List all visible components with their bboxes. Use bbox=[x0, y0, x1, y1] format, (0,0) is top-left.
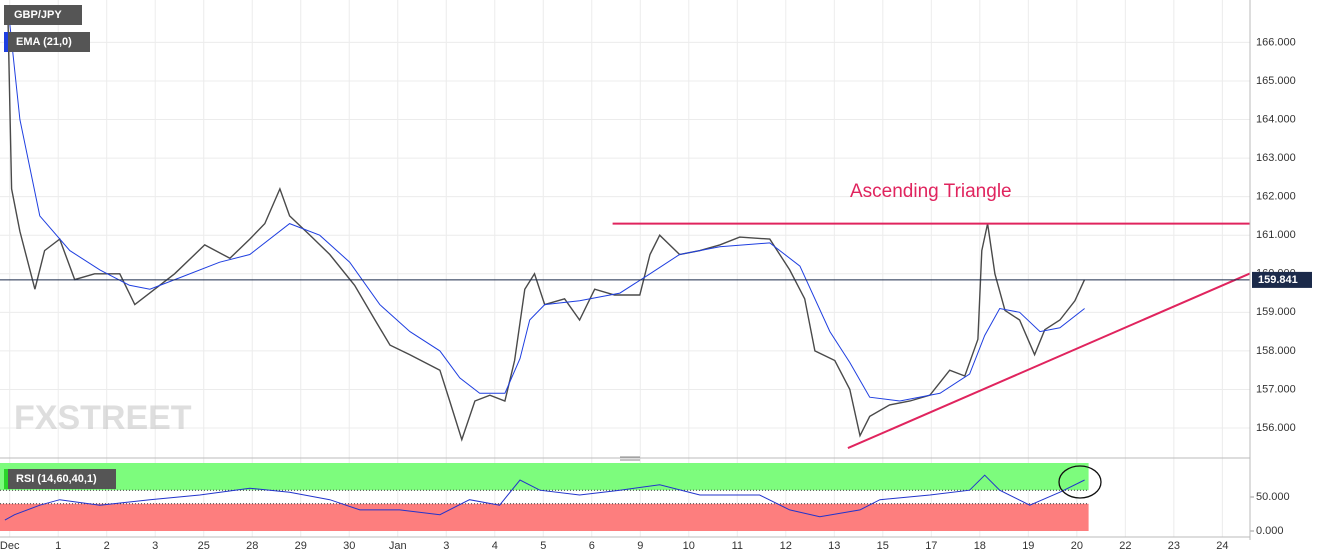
highlight-circle bbox=[1058, 465, 1102, 499]
y-tick-label: 157.000 bbox=[1256, 383, 1296, 395]
x-tick-label: 24 bbox=[1216, 540, 1228, 552]
x-tick-label: 9 bbox=[637, 540, 643, 552]
x-tick-label: 23 bbox=[1168, 540, 1180, 552]
y-tick-label: 159.000 bbox=[1256, 306, 1296, 318]
annotation: Ascending Triangle bbox=[850, 181, 1012, 202]
x-tick-label: 6 bbox=[589, 540, 595, 552]
rsi-tick-label: 50.000 bbox=[1256, 491, 1290, 503]
y-tick-label: 164.000 bbox=[1256, 113, 1296, 125]
x-tick-label: 3 bbox=[152, 540, 158, 552]
y-tick-label: 158.000 bbox=[1256, 345, 1296, 357]
trendline bbox=[847, 272, 1251, 450]
y-tick-label: 166.000 bbox=[1256, 36, 1296, 48]
current-price-box bbox=[1252, 271, 1312, 288]
x-tick-label: 17 bbox=[925, 540, 937, 552]
y-tick-label: 165.000 bbox=[1256, 75, 1296, 87]
x-tick-label: 1 bbox=[55, 540, 61, 552]
legend-ema: EMA (21,0) bbox=[16, 36, 72, 48]
x-tick-label: 4 bbox=[492, 540, 498, 552]
x-tick-label: 30 bbox=[343, 540, 355, 552]
x-tick-label: 10 bbox=[683, 540, 695, 552]
rsi-tick-label: 0.000 bbox=[1256, 525, 1284, 537]
price-line bbox=[7, 9, 1086, 442]
current-price-label: 159.841 bbox=[1258, 274, 1298, 286]
legend-box bbox=[4, 469, 116, 489]
x-tick-label: Dec bbox=[0, 540, 20, 552]
grid bbox=[0, 0, 1254, 537]
rsi-oversold-zone bbox=[0, 503, 1089, 531]
x-tick-label: Jan bbox=[389, 540, 407, 552]
x-tick-label: 22 bbox=[1119, 540, 1131, 552]
rsi-zones bbox=[0, 463, 1089, 531]
x-tick-label: 2 bbox=[104, 540, 110, 552]
x-tick-label: 11 bbox=[732, 540, 743, 552]
x-tick-label: 12 bbox=[780, 540, 792, 552]
y-tick-label: 163.000 bbox=[1256, 152, 1296, 164]
legend: GBP/JPY EMA (21,0) RSI (14,60,40,1) bbox=[4, 5, 116, 489]
legend-box bbox=[4, 5, 82, 25]
y-tick-label: 156.000 bbox=[1256, 422, 1296, 434]
x-tick-label: 29 bbox=[295, 540, 307, 552]
x-tick-label: 15 bbox=[877, 540, 889, 552]
y-tick-label: 162.000 bbox=[1256, 191, 1296, 203]
x-tick-label: 28 bbox=[246, 540, 258, 552]
x-tick-label: 18 bbox=[974, 540, 986, 552]
legend-symbol: GBP/JPY bbox=[14, 9, 62, 21]
x-tick-label: 3 bbox=[443, 540, 449, 552]
x-tick-label: 25 bbox=[198, 540, 210, 552]
rsi-overbought-zone bbox=[0, 463, 1089, 491]
watermark: FXSTREET bbox=[14, 399, 192, 437]
ema-line bbox=[9, 23, 1085, 402]
x-tick-label: 13 bbox=[828, 540, 840, 552]
legend-swatch bbox=[4, 469, 8, 489]
legend-swatch bbox=[4, 32, 8, 52]
x-tick-label: 5 bbox=[540, 540, 546, 552]
legend-rsi: RSI (14,60,40,1) bbox=[16, 473, 97, 485]
rsi-line bbox=[4, 474, 1085, 521]
legend-box bbox=[4, 32, 90, 52]
plot bbox=[0, 9, 1251, 521]
y-tick-label: 161.000 bbox=[1256, 229, 1296, 241]
x-tick-label: 19 bbox=[1022, 540, 1034, 552]
x-tick-label: 20 bbox=[1071, 540, 1083, 552]
